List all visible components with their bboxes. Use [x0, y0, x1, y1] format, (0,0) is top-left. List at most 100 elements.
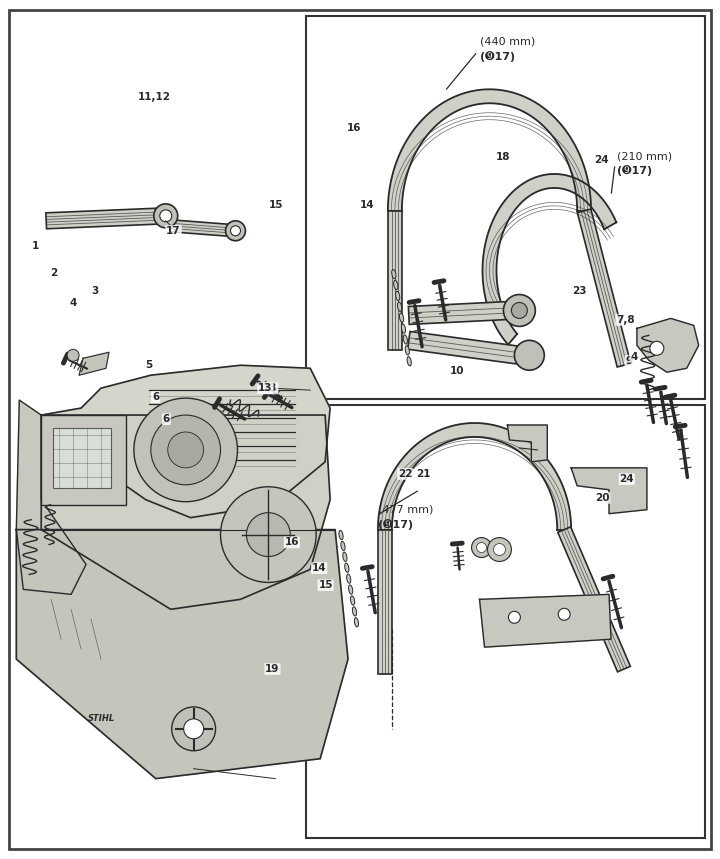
- Text: 24: 24: [594, 155, 608, 165]
- Circle shape: [514, 340, 544, 370]
- Circle shape: [508, 612, 521, 624]
- Text: (477 mm): (477 mm): [378, 505, 433, 515]
- Text: (210 mm): (210 mm): [617, 151, 672, 161]
- Text: 1: 1: [32, 241, 40, 251]
- Ellipse shape: [395, 291, 400, 301]
- Polygon shape: [577, 209, 631, 367]
- Text: 13: 13: [263, 383, 278, 393]
- Circle shape: [220, 487, 316, 582]
- Circle shape: [67, 350, 79, 362]
- Text: 15: 15: [269, 200, 284, 210]
- Ellipse shape: [339, 530, 343, 539]
- Circle shape: [225, 221, 246, 241]
- Text: (440 mm): (440 mm): [480, 36, 535, 46]
- Polygon shape: [17, 400, 86, 594]
- Polygon shape: [480, 594, 611, 647]
- Polygon shape: [378, 530, 392, 674]
- Circle shape: [168, 432, 204, 468]
- Ellipse shape: [405, 345, 410, 355]
- Circle shape: [154, 204, 178, 228]
- Circle shape: [134, 398, 238, 502]
- Circle shape: [511, 302, 527, 319]
- Circle shape: [650, 341, 664, 356]
- Polygon shape: [482, 174, 616, 344]
- Polygon shape: [41, 365, 330, 518]
- Circle shape: [477, 543, 487, 552]
- Text: 9: 9: [626, 356, 633, 366]
- Polygon shape: [508, 425, 547, 462]
- Bar: [306, 405, 705, 838]
- Ellipse shape: [341, 541, 345, 551]
- Circle shape: [246, 513, 290, 557]
- Text: 14: 14: [312, 564, 326, 573]
- Text: 21: 21: [417, 469, 431, 479]
- Bar: [41, 415, 126, 505]
- Bar: [53, 428, 111, 488]
- Circle shape: [150, 415, 220, 484]
- Text: 2: 2: [50, 268, 58, 278]
- Circle shape: [558, 608, 570, 620]
- Circle shape: [503, 295, 536, 326]
- Circle shape: [172, 707, 215, 751]
- Polygon shape: [378, 423, 571, 530]
- Text: STIHL: STIHL: [87, 715, 114, 723]
- Polygon shape: [558, 527, 631, 672]
- Ellipse shape: [403, 335, 408, 344]
- Text: 11,12: 11,12: [138, 93, 171, 102]
- Polygon shape: [388, 210, 402, 350]
- Text: 17: 17: [166, 226, 181, 236]
- Text: 20: 20: [595, 493, 610, 503]
- Text: 16: 16: [284, 538, 299, 547]
- Text: 14: 14: [360, 200, 374, 210]
- Ellipse shape: [352, 606, 356, 616]
- Circle shape: [160, 210, 172, 222]
- Circle shape: [184, 719, 204, 739]
- Text: 4: 4: [630, 352, 638, 362]
- Ellipse shape: [394, 280, 398, 289]
- Polygon shape: [571, 468, 647, 514]
- Text: 13: 13: [258, 383, 273, 393]
- Text: 23: 23: [572, 286, 587, 295]
- Text: 6: 6: [152, 392, 159, 402]
- Circle shape: [472, 538, 492, 557]
- Bar: [306, 15, 705, 399]
- Text: 7,8: 7,8: [616, 315, 635, 325]
- Ellipse shape: [348, 585, 353, 594]
- Circle shape: [487, 538, 511, 562]
- Polygon shape: [408, 332, 521, 364]
- Polygon shape: [388, 89, 591, 210]
- Text: (➒17): (➒17): [480, 51, 515, 62]
- Text: (➒17): (➒17): [617, 166, 652, 176]
- Circle shape: [230, 226, 240, 235]
- Text: 3: 3: [91, 286, 98, 295]
- Ellipse shape: [346, 574, 351, 583]
- Text: (➒17): (➒17): [378, 519, 413, 530]
- Ellipse shape: [343, 552, 347, 562]
- Polygon shape: [79, 352, 109, 375]
- Polygon shape: [637, 319, 698, 372]
- Polygon shape: [408, 302, 510, 325]
- Text: 4: 4: [69, 298, 77, 308]
- Ellipse shape: [351, 596, 355, 605]
- Polygon shape: [17, 530, 348, 778]
- Polygon shape: [41, 415, 330, 609]
- Text: 5: 5: [145, 360, 152, 370]
- Ellipse shape: [392, 270, 396, 278]
- Text: 18: 18: [496, 152, 510, 162]
- Text: 15: 15: [318, 580, 333, 590]
- Ellipse shape: [345, 564, 349, 572]
- Text: 16: 16: [347, 124, 361, 133]
- Text: 10: 10: [449, 366, 464, 376]
- Ellipse shape: [401, 324, 405, 333]
- Ellipse shape: [354, 618, 359, 627]
- Ellipse shape: [397, 302, 402, 312]
- Circle shape: [493, 544, 505, 556]
- Text: 6: 6: [163, 414, 170, 424]
- Text: 22: 22: [398, 469, 413, 479]
- Polygon shape: [170, 220, 236, 237]
- Polygon shape: [46, 208, 166, 228]
- Text: 19: 19: [265, 664, 279, 674]
- Ellipse shape: [400, 313, 404, 322]
- Ellipse shape: [407, 356, 411, 366]
- Text: 24: 24: [619, 474, 634, 484]
